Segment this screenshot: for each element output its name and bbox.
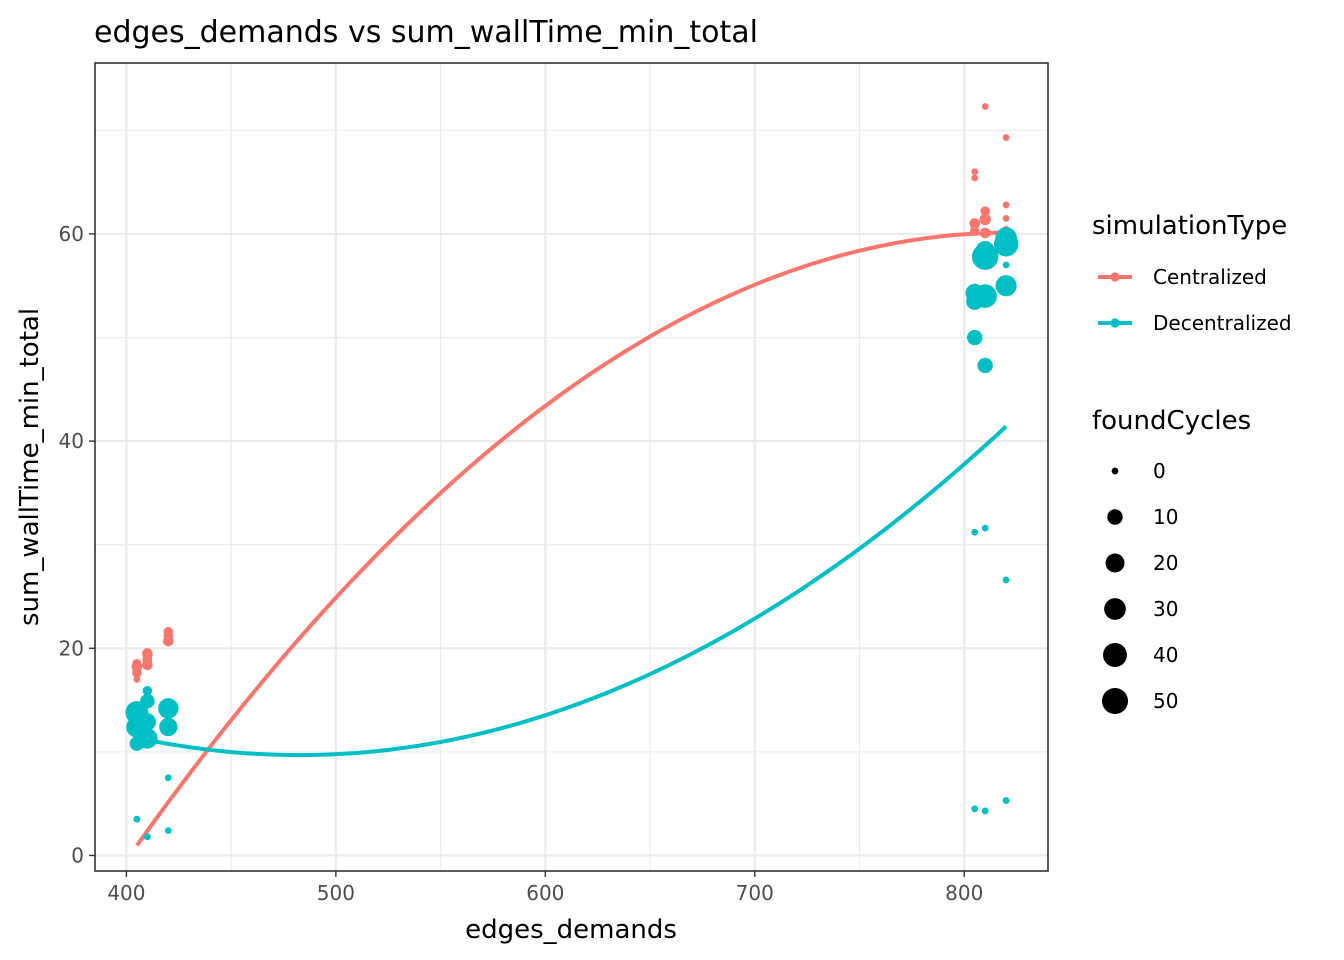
color-legend-title: simulationType <box>1092 211 1287 241</box>
x-axis: 400 500 600 700 800 <box>107 871 983 905</box>
data-point-decentralized <box>140 693 155 709</box>
data-point-centralized <box>971 168 979 176</box>
data-point-centralized <box>979 227 991 239</box>
data-point-decentralized <box>975 241 995 260</box>
x-tick-label: 600 <box>526 881 564 905</box>
y-tick-label: 0 <box>71 843 84 867</box>
size-legend-label: 30 <box>1153 597 1178 621</box>
size-legend-title: foundCycles <box>1092 406 1251 436</box>
data-point-decentralized <box>1002 261 1010 269</box>
data-point-decentralized <box>159 717 178 737</box>
data-point-centralized <box>142 655 153 666</box>
x-tick-label: 500 <box>317 881 355 905</box>
data-point-decentralized <box>966 329 983 346</box>
data-point-decentralized <box>164 827 172 834</box>
data-point-decentralized <box>973 284 997 308</box>
data-point-decentralized <box>981 807 989 815</box>
data-point-centralized <box>969 226 980 236</box>
data-point-decentralized <box>137 728 158 749</box>
data-point-decentralized <box>143 833 151 841</box>
y-tick-label: 60 <box>59 222 84 246</box>
data-point-decentralized <box>977 357 993 374</box>
data-point-centralized <box>1002 201 1010 209</box>
data-point-centralized <box>133 675 141 683</box>
x-axis-title: edges_demands <box>465 915 677 945</box>
y-tick-label: 40 <box>59 429 84 453</box>
size-legend-label: 0 <box>1153 459 1166 483</box>
data-point-centralized <box>1002 214 1010 222</box>
size-legend-entries: 0 10 20 30 40 50 <box>1101 459 1178 715</box>
trend-line-centralized <box>135 230 1007 847</box>
size-legend-label: 40 <box>1153 643 1178 667</box>
x-tick-label: 800 <box>945 881 983 905</box>
size-legend-key <box>1103 643 1127 667</box>
y-axis-title: sum_wallTime_min_total <box>15 308 45 626</box>
trend-lines <box>135 230 1008 847</box>
trend-line-decentralized <box>136 424 1008 758</box>
grid <box>95 63 1048 871</box>
chart-title: edges_demands vs sum_wallTime_min_total <box>94 15 758 50</box>
data-point-decentralized <box>138 713 157 731</box>
x-tick-label: 700 <box>736 881 774 905</box>
size-legend-label: 20 <box>1153 551 1178 575</box>
size-legend-key <box>1111 467 1119 475</box>
y-tick-label: 20 <box>59 636 84 660</box>
color-legend-entries: Centralized Decentralized <box>1098 265 1292 335</box>
data-point-decentralized <box>1002 797 1010 804</box>
data-point-decentralized <box>971 805 979 813</box>
data-point-decentralized <box>158 698 179 719</box>
data-point-decentralized <box>981 524 989 532</box>
size-legend-key <box>1104 598 1126 620</box>
panel <box>94 62 1049 872</box>
data-point-centralized <box>132 659 142 669</box>
data-point-decentralized <box>164 774 172 782</box>
data-point-decentralized <box>1002 576 1010 584</box>
data-point-decentralized <box>971 528 979 536</box>
data-point-decentralized <box>995 227 1017 249</box>
data-point-centralized <box>142 648 153 659</box>
panel-border <box>94 62 1049 872</box>
size-legend-key <box>1105 553 1125 573</box>
legend-label-decentralized: Decentralized <box>1153 311 1292 335</box>
data-point-decentralized <box>133 815 141 823</box>
size-legend-key <box>1107 509 1123 525</box>
data-point-decentralized <box>142 685 153 696</box>
size-legend-key <box>1101 687 1129 715</box>
y-axis: 0 20 40 60 <box>59 222 95 867</box>
legend-label-centralized: Centralized <box>1153 265 1267 289</box>
data-point-centralized <box>979 213 991 226</box>
size-legend-label: 50 <box>1153 689 1178 713</box>
panel-background <box>95 63 1048 871</box>
x-tick-label: 400 <box>107 881 145 905</box>
data-point-decentralized <box>995 275 1017 297</box>
data-point-centralized <box>980 206 990 216</box>
size-legend: foundCycles 0 10 20 30 40 50 <box>1092 406 1251 715</box>
color-legend: simulationType Centralized Decentralized <box>1092 211 1292 335</box>
size-legend-label: 10 <box>1153 505 1178 529</box>
data-point-centralized <box>981 103 989 110</box>
data-point-centralized <box>1002 134 1010 141</box>
data-point-centralized <box>969 218 981 229</box>
legend-key-point <box>1110 318 1120 328</box>
data-point-centralized <box>163 626 174 637</box>
points <box>125 103 1019 841</box>
data-point-centralized <box>971 174 979 182</box>
legend-key-point <box>1110 272 1120 282</box>
